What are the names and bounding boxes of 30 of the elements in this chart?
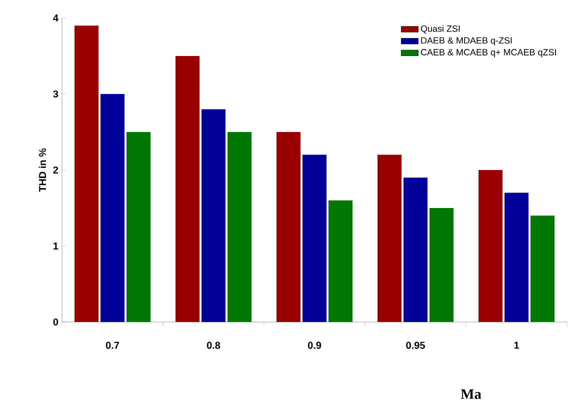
bar: [126, 132, 150, 322]
x-tick-label: 0.7: [106, 342, 120, 349]
bar: [74, 26, 98, 322]
x-tick-label: 0.8: [206, 342, 220, 349]
bar: [176, 56, 200, 322]
y-axis-title: THD in %: [38, 148, 46, 192]
bar: [504, 192, 529, 322]
bar: [478, 170, 503, 322]
bar: [228, 132, 252, 322]
x-tick-label: 0.9: [308, 342, 322, 349]
bar: [302, 154, 327, 322]
y-tick-label: 0: [53, 318, 58, 326]
bar: [100, 94, 124, 322]
y-tick-label: 3: [53, 90, 58, 98]
bar: [328, 200, 353, 322]
legend-label: DAEB & MDAEB q-ZSI: [421, 37, 512, 46]
x-tick-label: 1: [514, 342, 520, 349]
bar: [276, 132, 301, 322]
y-tick-label: 1: [54, 242, 58, 250]
legend-label: Quasi ZSI: [420, 25, 460, 34]
x-tick-label: 0.95: [406, 342, 425, 349]
bar: [202, 109, 226, 322]
legend-label: CAEB & MCAEB q+ MCAEB qZSI: [420, 49, 556, 58]
bar: [430, 208, 454, 322]
bar: [530, 216, 555, 322]
y-tick-label: 4: [53, 14, 58, 22]
bar: [404, 178, 428, 322]
x-axis-title: Ma: [460, 389, 482, 399]
y-tick-label: 2: [53, 166, 58, 174]
bar: [378, 154, 402, 322]
